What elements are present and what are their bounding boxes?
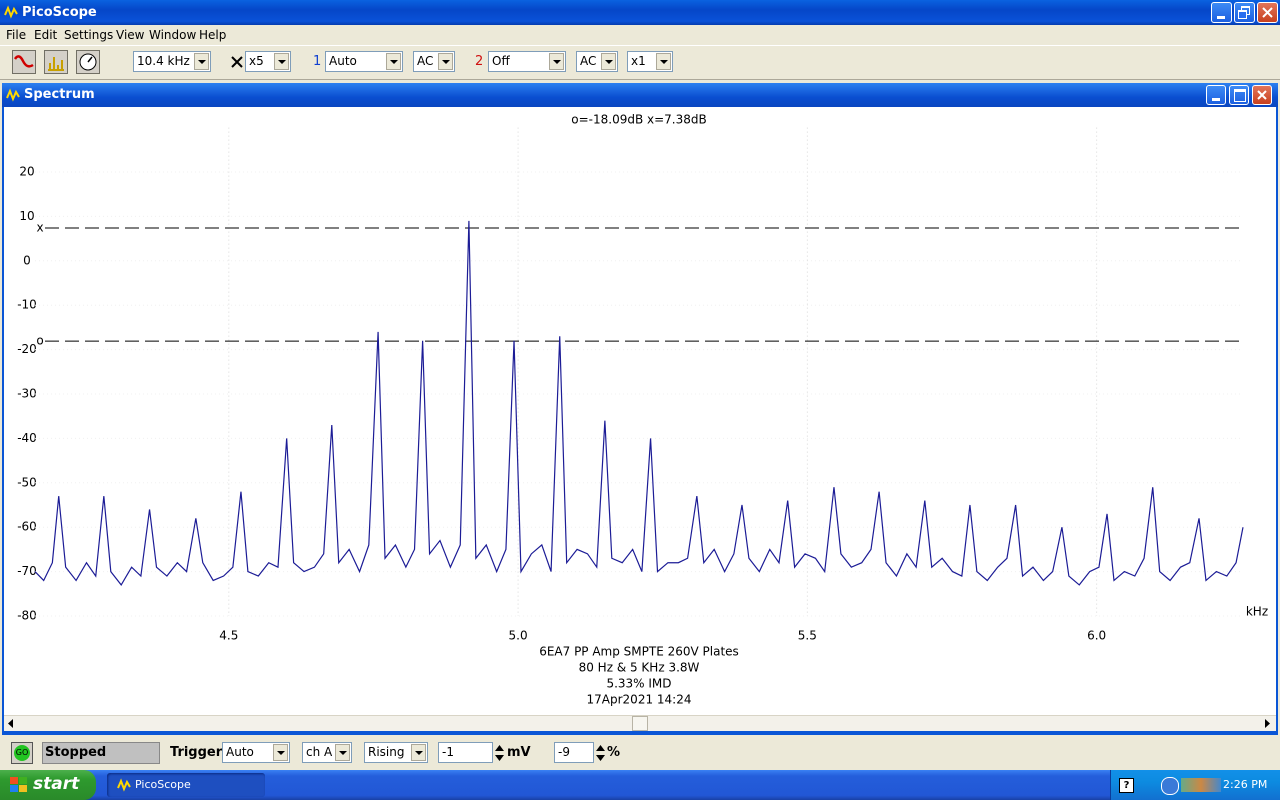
meter-view-button[interactable] [76,50,100,74]
x-tick-label: 5.0 [509,629,528,643]
go-button[interactable]: GO [11,742,33,764]
threshold-unit: mV [507,745,531,760]
trigger-channel[interactable]: ch A [302,742,352,763]
multiplier-select[interactable]: x1 [627,51,673,72]
zoom-icon [231,56,243,68]
x-tick-label: 6.0 [1087,629,1106,643]
taskbar-item-label: PicoScope [135,778,191,791]
y-tick-label: -30 [17,387,37,401]
window-icon [6,88,20,102]
channel-2-range[interactable]: Off [488,51,566,72]
delay-unit: % [607,745,621,760]
spectrum-trace [34,220,1244,586]
timebase-select[interactable]: 10.4 kHz [133,51,211,72]
window-maximize[interactable] [1229,85,1249,105]
start-button[interactable]: start [0,770,96,800]
caption-line: 5.33% IMD [606,677,671,691]
multiplier-value: x1 [631,54,646,68]
menu-item[interactable]: Window [149,28,197,42]
y-tick-label: -20 [17,342,37,356]
delay-value: -9 [558,745,570,759]
channel-1-coupling[interactable]: AC [413,51,455,72]
spectrum-view-button[interactable] [44,50,68,74]
trigger-edge[interactable]: Rising [364,742,428,763]
caption-line: 17Apr2021 14:24 [587,693,692,707]
system-tray: ? 2:26 PM [1110,770,1280,800]
menu-bar: File Edit Settings View Window Help [0,25,1280,45]
y-tick-label: 20 [19,165,34,179]
status-bar: GO Stopped Trigger Auto ch A Rising -1 m… [0,738,1280,769]
spectrum-title-bar: Spectrum [2,83,1278,107]
horizontal-scrollbar[interactable] [4,715,1276,731]
cursor-readout: o=-18.09dB x=7.38dB [571,113,706,127]
channel-2-coupling[interactable]: AC [576,51,618,72]
caption-line: 80 Hz & 5 KHz 3.8W [579,661,700,675]
channel-2-coupling-value: AC [580,54,597,68]
channel-1-range-value: Auto [329,54,357,68]
trigger-mode[interactable]: Auto [222,742,290,763]
x-tick-label: 4.5 [219,629,238,643]
app-icon [4,5,18,19]
taskbar-item[interactable]: PicoScope [107,773,265,797]
y-tick-label: -10 [17,298,37,312]
trigger-mode-value: Auto [226,745,254,759]
trigger-channel-value: ch A [306,745,333,759]
trigger-label: Trigger [170,745,223,760]
menu-item[interactable]: Help [199,28,227,42]
channel-1-range[interactable]: Auto [325,51,403,72]
x-axis-label: kHz [1246,605,1268,619]
zoom-select[interactable]: x5 [245,51,291,72]
menu-item[interactable]: Edit [34,28,58,42]
threshold-value: -1 [442,745,454,759]
cursor-marker: x [36,221,43,235]
window-close[interactable] [1252,85,1272,105]
channel-1-label: 1 [313,54,322,69]
channel-1-coupling-value: AC [417,54,434,68]
start-label: start [33,774,80,794]
channel-2-label: 2 [475,54,484,69]
cursor-marker: o [36,334,43,348]
scope-view-button[interactable] [12,50,36,74]
y-tick-label: -40 [17,431,37,445]
menu-item[interactable]: View [116,28,145,42]
zoom-value: x5 [249,54,264,68]
y-tick-label: -60 [17,520,37,534]
close-button[interactable] [1257,2,1278,23]
delay-spinner[interactable] [595,742,606,764]
go-label: GO [14,745,30,761]
window-minimize[interactable] [1206,85,1226,105]
y-tick-label: 10 [19,209,34,223]
timebase-value: 10.4 kHz [137,54,190,68]
spectrum-title: Spectrum [24,87,95,102]
app-title-bar: PicoScope [0,0,1280,25]
trigger-edge-value: Rising [368,745,405,759]
y-tick-label: -70 [17,564,37,578]
channel-2-range-value: Off [492,54,510,68]
chart-area [4,107,1276,715]
restore-button[interactable] [1234,2,1255,23]
scroll-thumb[interactable] [632,716,648,731]
menu-item[interactable]: Settings [64,28,114,42]
y-tick-label: -50 [17,475,37,489]
clock: 2:26 PM [1223,778,1268,791]
y-tick-label: -80 [17,609,37,623]
threshold-input[interactable]: -1 [438,742,493,763]
chart: 20 10 0 -10 -20 -30 -40 -50 -60 -70 -80 4.5 5.0 5.5 6.… [17,113,1268,707]
toolbar [0,45,1280,80]
taskbar: start PicoScope ? 2:26 PM [0,770,1280,800]
run-state: Stopped [42,742,160,764]
y-tick-label: 0 [23,253,31,267]
caption-line: 6EA7 PP Amp SMPTE 260V Plates [539,645,739,659]
app-title: PicoScope [22,5,97,20]
x-tick-label: 5.5 [798,629,817,643]
menu-item[interactable]: File [6,28,27,42]
minimize-button[interactable] [1211,2,1232,23]
threshold-spinner[interactable] [494,742,505,764]
delay-input[interactable]: -9 [554,742,594,763]
